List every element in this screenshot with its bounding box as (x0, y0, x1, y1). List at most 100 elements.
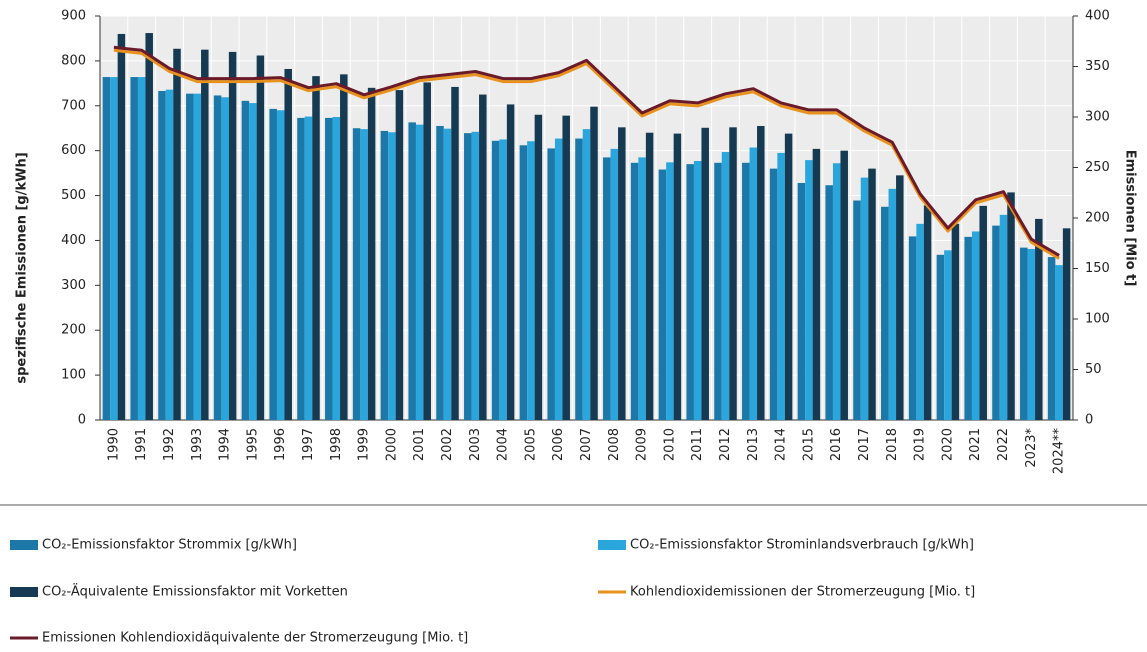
bar (117, 33, 126, 420)
y2-tick-label: 200 (1085, 211, 1110, 226)
bar (999, 214, 1008, 420)
y-tick-label: 300 (61, 278, 86, 293)
y2-tick-label: 350 (1085, 59, 1110, 74)
legend-label: Emissionen Kohlendioxidäquivalente der S… (42, 631, 468, 646)
x-tick-label: 1993 (190, 428, 205, 461)
bar (186, 93, 194, 420)
bar (714, 162, 722, 420)
legend-label: Kohlendioxidemissionen der Stromerzeugun… (630, 585, 975, 600)
bar (173, 48, 181, 420)
bar (630, 162, 639, 420)
bar (992, 225, 1000, 420)
bar (256, 55, 265, 420)
bar (276, 110, 285, 421)
bar (193, 93, 202, 420)
x-tick-label: 2012 (718, 428, 733, 461)
bar (388, 132, 396, 421)
bar (979, 205, 987, 420)
x-tick-label: 2017 (857, 428, 872, 461)
bar (395, 90, 404, 421)
x-tick-label: 2009 (635, 428, 650, 461)
bar (749, 147, 758, 420)
bar (701, 127, 709, 421)
bar (491, 140, 500, 420)
bar (527, 141, 535, 421)
x-tick-label: 1997 (301, 428, 316, 461)
bar (408, 122, 416, 421)
bar (805, 160, 813, 421)
bar (832, 163, 841, 421)
bar (1062, 228, 1071, 420)
bar (784, 133, 793, 420)
bar (868, 168, 876, 420)
bar (1055, 265, 1063, 420)
bar (1027, 248, 1036, 420)
bar (201, 49, 209, 421)
x-tick-label: 2020 (940, 428, 955, 461)
legend-swatch (598, 540, 626, 550)
x-tick-label: 2006 (551, 428, 566, 461)
bar (471, 131, 480, 420)
y2-tick-label: 100 (1085, 312, 1110, 327)
y-tick-label: 100 (61, 368, 86, 383)
x-tick-label: 1998 (329, 428, 344, 461)
x-tick-label: 1996 (273, 428, 288, 461)
x-tick-label: 2005 (523, 428, 538, 461)
x-tick-label: 2014 (774, 428, 789, 461)
bar (888, 188, 897, 420)
bar (213, 95, 222, 420)
x-tick-label: 2008 (607, 428, 622, 461)
y-tick-label: 500 (61, 188, 86, 203)
bar (451, 86, 459, 421)
x-tick-label: 2004 (496, 428, 511, 461)
legend-swatch (10, 587, 38, 597)
x-tick-label: 2024** (1052, 428, 1067, 475)
bar (562, 115, 570, 421)
bar (547, 148, 555, 420)
y-tick-label: 600 (61, 143, 86, 158)
bar (145, 33, 153, 421)
bar (269, 108, 277, 421)
bar (686, 164, 694, 420)
y-tick-label: 900 (61, 9, 86, 24)
y-axis-title: spezifische Emissionen [g/kWh] (15, 152, 30, 383)
bar (881, 206, 889, 420)
bar (506, 104, 515, 420)
x-tick-label: 2010 (662, 428, 677, 461)
bar (1047, 257, 1056, 420)
x-tick-label: 2000 (384, 428, 399, 461)
x-tick-label: 2011 (690, 428, 705, 461)
y2-tick-label: 0 (1085, 413, 1093, 428)
bar (479, 94, 487, 421)
bar (304, 116, 313, 420)
legend-label: CO₂-Emissionsfaktor Strommix [g/kWh] (42, 538, 297, 553)
y2-tick-label: 150 (1085, 261, 1110, 276)
bar (415, 124, 424, 421)
bar (673, 133, 682, 420)
bar (1007, 192, 1015, 420)
x-tick-label: 2018 (885, 428, 900, 461)
bar (721, 152, 730, 420)
bar (1035, 218, 1043, 420)
bar (777, 152, 785, 420)
bar (423, 82, 431, 421)
bar (582, 129, 591, 420)
bar (332, 117, 341, 420)
bar (221, 97, 229, 420)
x-tick-label: 2007 (579, 428, 594, 461)
x-tick-label: 1991 (134, 428, 149, 461)
bar (590, 106, 598, 421)
x-tick-label: 2019 (913, 428, 928, 461)
bar (729, 127, 737, 420)
y2-tick-label: 50 (1085, 362, 1102, 377)
x-tick-label: 1992 (162, 428, 177, 461)
x-tick-label: 2016 (829, 428, 844, 461)
bar (853, 200, 861, 420)
bar (769, 168, 778, 420)
bar (499, 139, 507, 420)
bar (812, 148, 821, 421)
bar (916, 223, 924, 420)
bar (742, 162, 750, 420)
x-tick-label: 2021 (968, 428, 983, 461)
